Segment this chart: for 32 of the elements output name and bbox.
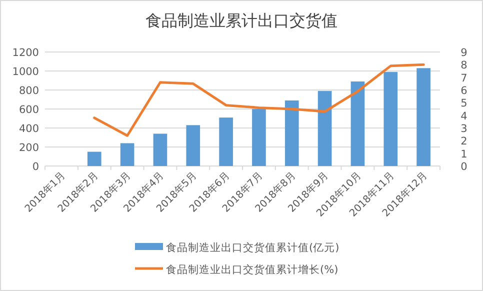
y-tick-label: 0 <box>32 161 39 173</box>
bar <box>350 81 365 166</box>
bar <box>252 109 266 166</box>
bar <box>384 72 398 166</box>
y2-tick-label: 4 <box>460 110 468 122</box>
y2-tick-label: 1 <box>460 148 468 160</box>
y-tick-label: 1000 <box>12 66 39 78</box>
y-tick-label: 1200 <box>12 47 39 59</box>
bar <box>318 90 332 166</box>
y2-tick-label: 3 <box>460 123 468 135</box>
bar <box>284 100 299 166</box>
chart-title: 食品制造业累计出口交货值 <box>146 11 338 30</box>
y2-tick-label: 5 <box>460 98 468 110</box>
bar <box>120 143 134 166</box>
y2-tick-label: 9 <box>460 47 468 59</box>
y2-tick-label: 0 <box>460 161 468 173</box>
y2-tick-label: 8 <box>460 60 468 72</box>
line-series <box>93 63 425 137</box>
bar <box>186 125 200 166</box>
legend-label: 食品制造业出口交货值累计增长(%) <box>166 263 338 276</box>
bar <box>416 68 430 166</box>
y2-tick-label: 6 <box>460 85 468 97</box>
bar <box>153 134 168 166</box>
y-tick-label: 400 <box>18 123 39 135</box>
y-tick-label: 800 <box>18 85 39 97</box>
bar <box>219 118 233 166</box>
y-tick-label: 200 <box>18 142 39 154</box>
y2-tick-label: 2 <box>460 136 468 148</box>
y-tick-label: 600 <box>18 104 39 116</box>
legend-label: 食品制造业出口交货值累计值(亿元) <box>166 241 340 254</box>
bar <box>87 152 102 166</box>
y2-tick-label: 7 <box>460 72 468 84</box>
